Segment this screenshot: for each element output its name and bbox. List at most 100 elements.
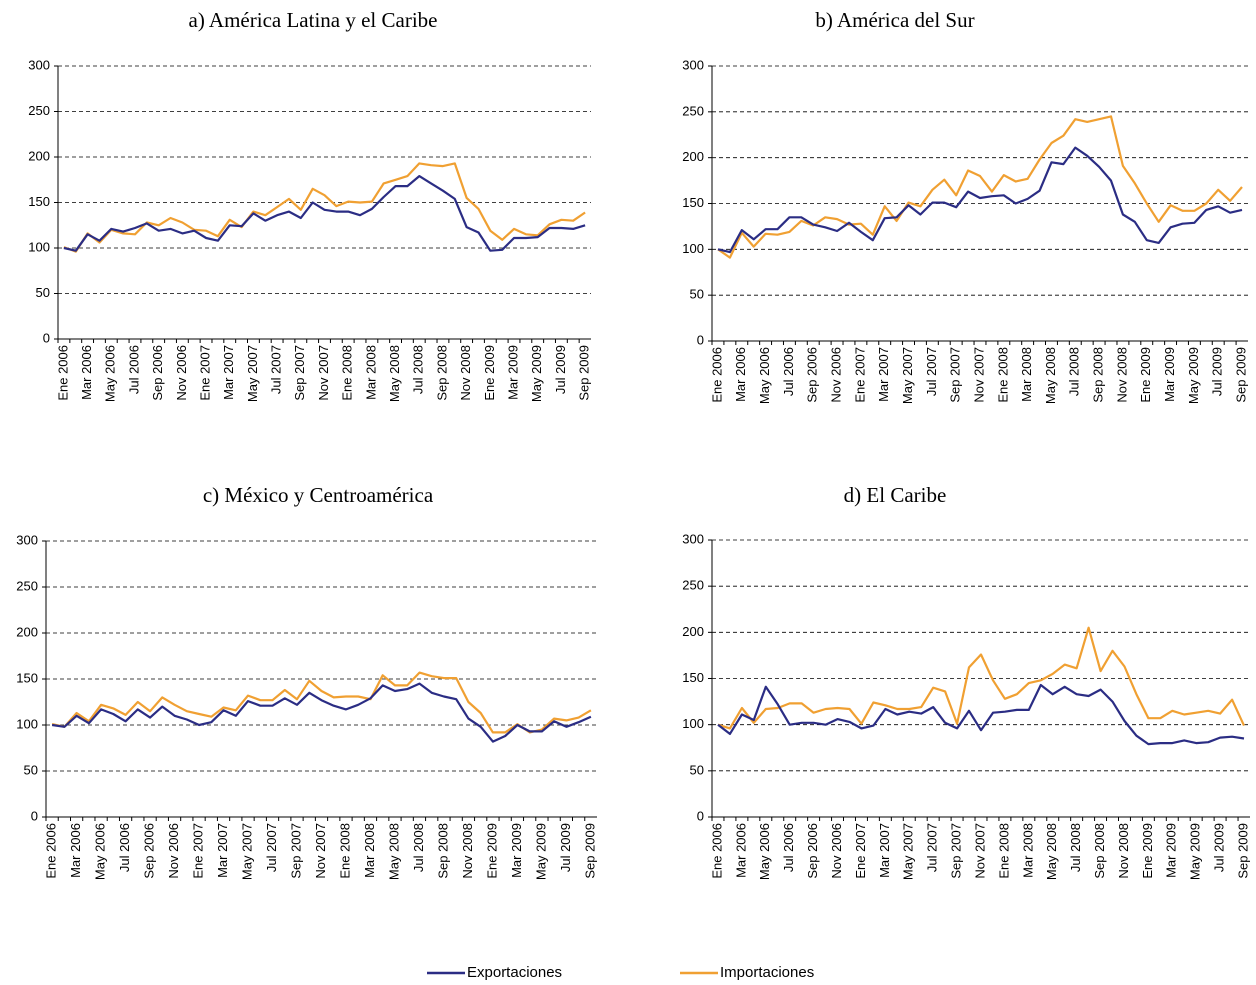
x-tick-label: Jul 2009: [1210, 347, 1225, 396]
x-tick-label: May 2006: [93, 823, 108, 880]
x-tick-label: Jul 2008: [411, 345, 426, 394]
x-tick-label: Mar 2009: [1164, 823, 1179, 878]
x-tick-label: May 2009: [1186, 347, 1201, 404]
legend-label: Importaciones: [720, 964, 814, 981]
x-tick-label: May 2007: [245, 345, 260, 402]
x-tick-label: May 2006: [757, 823, 772, 880]
y-tick-label: 250: [682, 578, 704, 593]
x-tick-label: Nov 2007: [313, 823, 328, 879]
y-tick-label: 300: [16, 532, 38, 547]
x-tick-label: Nov 2007: [971, 347, 986, 403]
x-tick-label: Ene 2009: [1140, 823, 1155, 879]
x-tick-label: Sep 2006: [142, 823, 157, 879]
x-tick-label: Mar 2008: [362, 823, 377, 878]
x-tick-label: Sep 2006: [805, 347, 820, 403]
x-tick-label: Mar 2009: [1162, 347, 1177, 402]
x-tick-label: Sep 2009: [577, 345, 592, 401]
y-tick-label: 300: [28, 57, 50, 72]
x-tick-label: Ene 2008: [340, 345, 355, 401]
series-line: [51, 682, 592, 743]
chart-title: a) América Latina y el Caribe: [189, 8, 438, 32]
y-tick-label: 200: [682, 624, 704, 639]
x-tick-label: Sep 2007: [948, 347, 963, 403]
y-tick-label: 0: [43, 330, 50, 345]
x-tick-label: Jul 2008: [411, 823, 426, 872]
series-line: [717, 146, 1243, 254]
y-tick-label: 0: [31, 808, 38, 823]
x-tick-label: Mar 2006: [68, 823, 83, 878]
series-line: [717, 626, 1245, 730]
x-tick-label: Mar 2009: [509, 823, 524, 878]
x-tick-label: Jul 2006: [117, 823, 132, 872]
y-tick-label: 0: [697, 808, 704, 823]
x-tick-label: Ene 2007: [190, 823, 205, 879]
x-tick-label: Sep 2007: [288, 823, 303, 879]
x-tick-label: Sep 2009: [1235, 823, 1250, 879]
x-tick-label: Sep 2008: [1092, 823, 1107, 879]
x-tick-label: Mar 2007: [215, 823, 230, 878]
x-tick-label: Jul 2007: [925, 823, 940, 872]
x-tick-label: Jul 2008: [1068, 823, 1083, 872]
x-tick-label: Ene 2006: [709, 823, 724, 879]
x-tick-label: Mar 2007: [876, 347, 891, 402]
x-tick-label: Jul 2008: [1067, 347, 1082, 396]
x-tick-label: Mar 2008: [1020, 823, 1035, 878]
y-tick-label: 100: [682, 241, 704, 256]
x-tick-label: May 2007: [900, 347, 915, 404]
y-tick-label: 250: [28, 103, 50, 118]
x-tick-label: Nov 2008: [460, 823, 475, 879]
x-tick-label: Sep 2006: [150, 345, 165, 401]
x-tick-label: Jul 2007: [924, 347, 939, 396]
x-tick-label: Sep 2007: [949, 823, 964, 879]
x-tick-label: May 2009: [533, 823, 548, 880]
x-tick-label: Ene 2009: [484, 823, 499, 879]
x-tick-label: Ene 2009: [482, 345, 497, 401]
x-tick-label: Nov 2007: [316, 345, 331, 401]
x-tick-label: Ene 2007: [197, 345, 212, 401]
x-tick-label: Ene 2007: [853, 823, 868, 879]
x-tick-label: May 2008: [387, 345, 402, 402]
legend-label: Exportaciones: [467, 964, 562, 981]
y-tick-label: 50: [690, 287, 704, 302]
x-tick-label: Jul 2007: [269, 345, 284, 394]
x-tick-label: Nov 2006: [829, 823, 844, 879]
y-tick-label: 100: [16, 716, 38, 731]
x-tick-label: Sep 2008: [435, 823, 450, 879]
x-tick-label: Ene 2006: [55, 345, 70, 401]
x-tick-label: Mar 2007: [877, 823, 892, 878]
x-tick-label: Ene 2006: [709, 347, 724, 403]
y-tick-label: 200: [28, 148, 50, 163]
chart-title: d) El Caribe: [844, 483, 947, 507]
x-tick-label: Sep 2008: [1091, 347, 1106, 403]
series-line: [717, 683, 1245, 746]
x-tick-label: May 2008: [1044, 823, 1059, 880]
x-tick-label: Jul 2007: [264, 823, 279, 872]
y-tick-label: 300: [682, 531, 704, 546]
x-tick-label: May 2007: [239, 823, 254, 880]
x-tick-label: May 2009: [529, 345, 544, 402]
x-tick-label: Mar 2008: [363, 345, 378, 400]
x-tick-label: Nov 2008: [1116, 823, 1131, 879]
x-tick-label: May 2007: [901, 823, 916, 880]
x-tick-label: Jul 2009: [558, 823, 573, 872]
y-tick-label: 300: [682, 57, 704, 72]
y-tick-label: 150: [682, 670, 704, 685]
x-tick-label: May 2008: [386, 823, 401, 880]
series-line: [63, 175, 586, 252]
x-tick-label: Sep 2008: [434, 345, 449, 401]
y-tick-label: 150: [682, 195, 704, 210]
x-tick-label: Nov 2008: [458, 345, 473, 401]
x-tick-label: Jul 2006: [126, 345, 141, 394]
x-tick-label: Sep 2009: [1233, 347, 1248, 403]
y-tick-label: 100: [682, 716, 704, 731]
chart-title: b) América del Sur: [815, 8, 974, 32]
series-line: [717, 115, 1243, 259]
x-tick-label: Jul 2009: [1212, 823, 1227, 872]
x-tick-label: Nov 2007: [972, 823, 987, 879]
x-tick-label: Mar 2009: [505, 345, 520, 400]
series-line: [63, 162, 586, 253]
y-tick-label: 250: [16, 578, 38, 593]
x-tick-label: Sep 2007: [292, 345, 307, 401]
x-tick-label: Jul 2006: [781, 347, 796, 396]
y-tick-label: 0: [697, 332, 704, 347]
